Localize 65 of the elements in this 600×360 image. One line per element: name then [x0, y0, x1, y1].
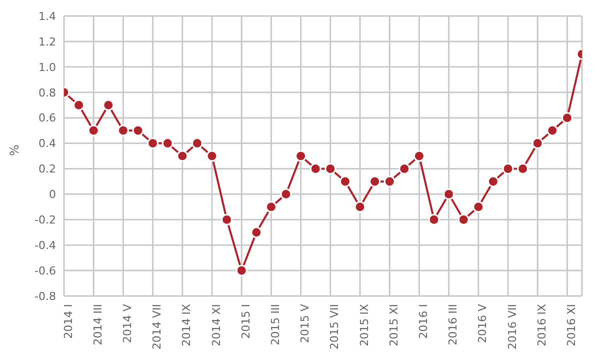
point — [117, 124, 129, 136]
x-tick-label: 2014 V — [121, 304, 134, 344]
y-tick-label: 1.2 — [38, 35, 56, 48]
y-tick-label: -0.4 — [34, 238, 56, 252]
point — [487, 176, 499, 188]
y-tick-label: 0.8 — [38, 86, 56, 100]
x-tick-label: 2014 I — [62, 304, 75, 339]
point — [532, 138, 544, 150]
y-tick-label: 1.0 — [38, 60, 56, 74]
y-tick-label: 0 — [49, 188, 56, 202]
x-tick-label: 2015 XI — [387, 304, 400, 346]
point — [443, 188, 455, 200]
point — [384, 176, 396, 188]
y-tick-label: 0.4 — [38, 137, 56, 150]
x-tick-label: 2014 VII — [150, 304, 164, 350]
x-tick-label: 2014 IX — [180, 304, 194, 346]
x-tick-label: 2014 III — [91, 304, 104, 346]
point — [73, 99, 85, 111]
point — [354, 201, 366, 213]
y-tick-label: -0.2 — [34, 214, 56, 227]
point — [339, 176, 351, 188]
y-tick-label: -0.6 — [34, 264, 56, 278]
point — [546, 124, 558, 136]
x-tick-label: 2016 IX — [535, 304, 548, 346]
x-tick-label: 2016 V — [476, 304, 490, 344]
point — [88, 124, 100, 136]
x-tick-label: 2015 VII — [328, 304, 342, 350]
point — [191, 138, 203, 150]
point — [206, 150, 218, 162]
point — [132, 124, 144, 136]
point — [310, 162, 322, 174]
point — [561, 112, 573, 124]
point — [176, 150, 188, 162]
y-tick-label: 1.4 — [38, 10, 56, 23]
point — [369, 176, 381, 188]
point — [280, 188, 292, 200]
point — [147, 138, 159, 150]
point — [398, 162, 410, 174]
point — [250, 226, 262, 238]
y-tick-label: -0.8 — [34, 290, 56, 303]
x-tick-label: 2014 XI — [210, 304, 223, 346]
x-tick-label: 2016 XI — [565, 304, 578, 346]
point — [458, 214, 470, 226]
point — [324, 162, 336, 174]
point — [502, 162, 514, 174]
x-tick-label: 2015 I — [239, 304, 252, 339]
point — [221, 214, 233, 226]
y-axis-title: % — [7, 144, 22, 156]
x-tick-label: 2015 III — [269, 304, 282, 346]
x-tick-label: 2015 V — [298, 304, 312, 344]
x-tick-label: 2016 III — [446, 304, 460, 346]
point — [428, 214, 440, 226]
point — [295, 150, 307, 162]
point — [472, 201, 484, 213]
point — [517, 162, 529, 174]
point — [236, 264, 248, 276]
point — [413, 150, 425, 162]
point — [162, 138, 174, 150]
x-tick-label: 2016 VII — [506, 304, 519, 350]
y-tick-label: 0.2 — [38, 162, 56, 176]
point — [102, 99, 114, 111]
x-tick-label: 2016 I — [417, 304, 430, 339]
y-tick-label: 0.6 — [38, 112, 56, 125]
x-tick-label: 2015 IX — [358, 304, 371, 346]
point — [265, 201, 277, 213]
